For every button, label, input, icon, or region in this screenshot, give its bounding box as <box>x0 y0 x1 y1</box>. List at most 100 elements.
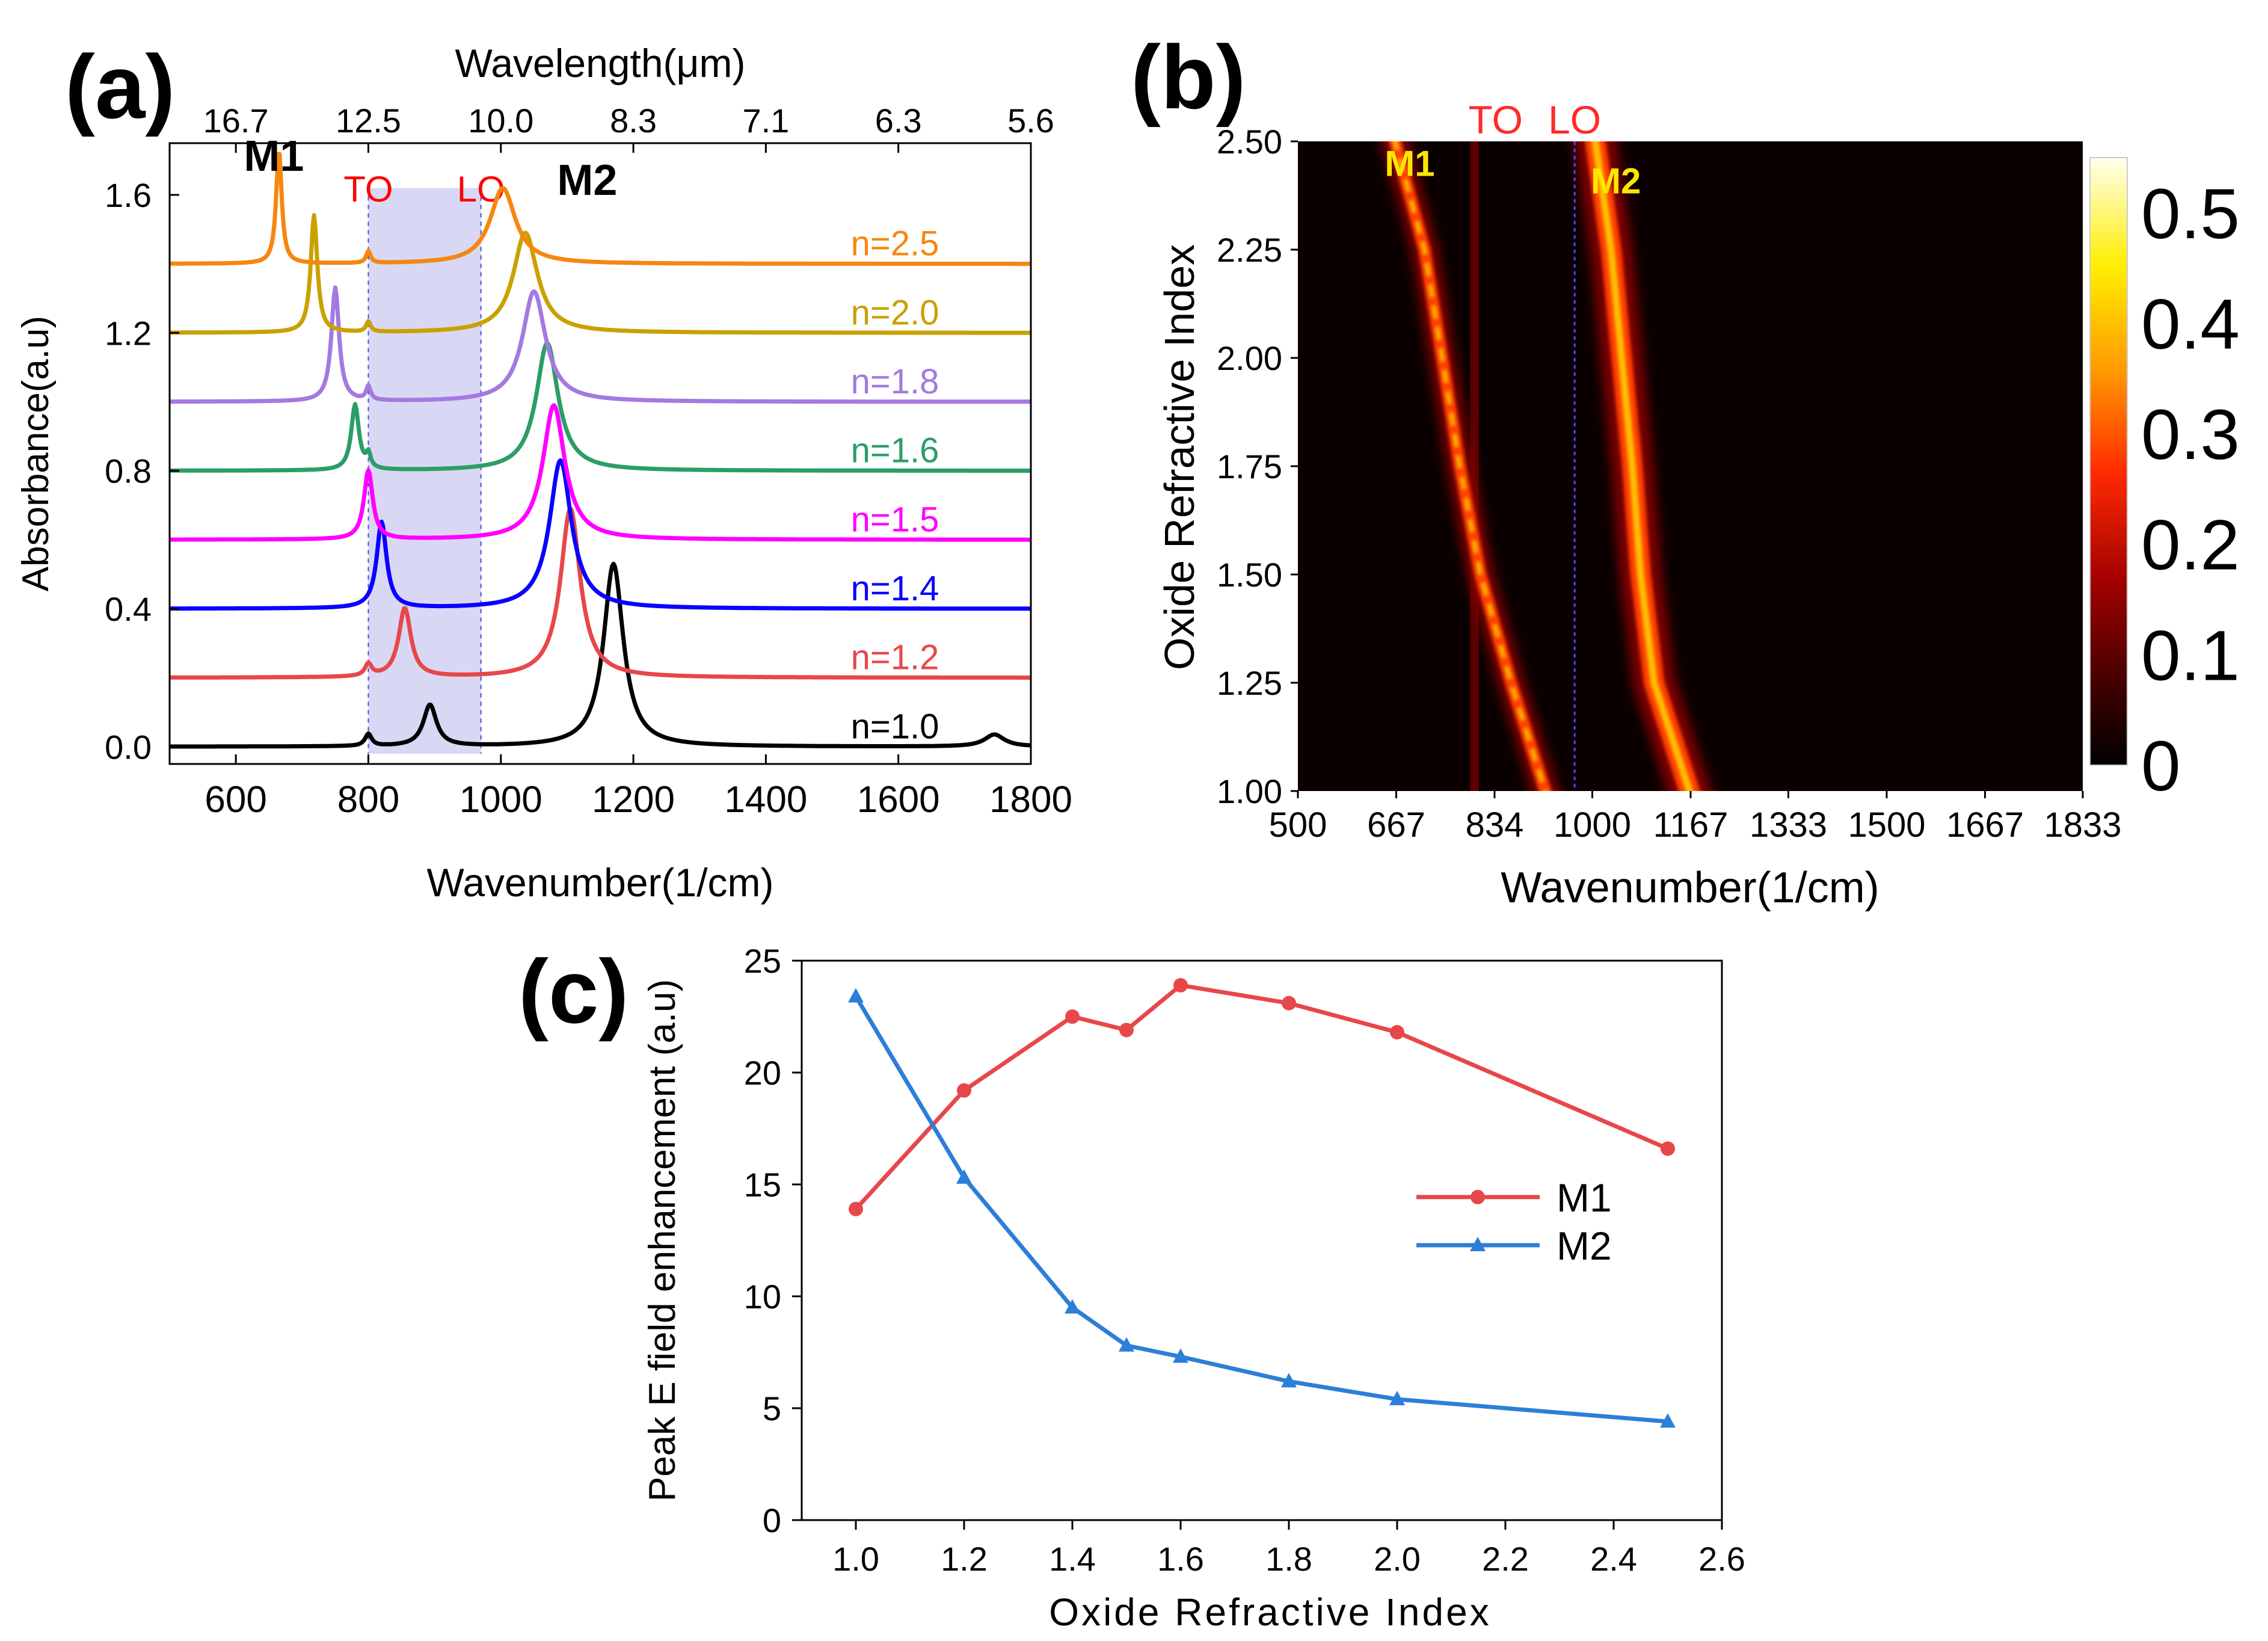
top-axis-title: Wavelength(μm) <box>455 41 745 85</box>
panel-label-c: (c) <box>518 941 628 1042</box>
top-tick-label: 5.6 <box>1007 102 1054 140</box>
y-tick-label: 25 <box>744 942 781 980</box>
y-tick-label: 1.6 <box>105 176 152 214</box>
y-tick-label: 2.50 <box>1217 123 1282 161</box>
data-point-m1 <box>1119 1023 1134 1038</box>
y-tick-label: 20 <box>744 1054 781 1092</box>
data-point-m2 <box>1660 1413 1676 1428</box>
series-line-n=1.6 <box>170 341 1031 473</box>
heatmap-ridges <box>1381 141 1712 791</box>
series-label: n=1.4 <box>851 569 939 608</box>
axis-ticks: 600 800 1000 1200 1400 1600 1800 0.0 0.4 0.8 1.2 1.… <box>105 102 1072 820</box>
data-point-m2 <box>1389 1391 1405 1406</box>
y-tick-label: 1.2 <box>105 314 152 352</box>
data-point-m1 <box>1282 996 1296 1011</box>
x-axis-title: Oxide Refractive Index <box>1049 1590 1491 1634</box>
colorbar <box>2089 157 2128 766</box>
colorbar-ticks: 0 0.1 0.2 0.3 0.4 0.5 <box>2141 174 2240 806</box>
panel-label-a: (a) <box>65 36 175 137</box>
y-axis-title: Oxide Refractive Index <box>1156 244 1203 670</box>
marker-label-lo: LO <box>457 169 505 209</box>
plot-frame <box>801 959 1723 1521</box>
x-tick-label: 1333 <box>1750 805 1827 845</box>
y-tick-label: 1.25 <box>1217 664 1282 702</box>
x-tick-label: 834 <box>1466 805 1524 845</box>
series-line-n=1.5 <box>170 403 1031 542</box>
x-tick-label: 800 <box>337 779 399 820</box>
panel-label-b: (b) <box>1131 26 1246 128</box>
mode-labels: M1 M2 <box>1384 144 1641 202</box>
colorbar-tick-label: 0 <box>2141 727 2181 806</box>
ridge-core-m1 <box>1392 141 1547 791</box>
mode-label-m2: M2 <box>1591 161 1641 201</box>
series-label: n=1.6 <box>851 431 939 470</box>
mode-label-m1: M1 <box>244 132 304 180</box>
x-tick-label: 1167 <box>1653 805 1729 845</box>
top-tick-label: 6.3 <box>875 102 922 140</box>
marker-label-lo: LO <box>1548 97 1601 142</box>
series-line-m1 <box>854 983 1669 1211</box>
y-axis-title: Peak E field enhancement (a.u) <box>642 979 683 1502</box>
x-tick-label: 1400 <box>724 779 807 820</box>
x-tick-label: 2.2 <box>1482 1540 1529 1578</box>
panel-a-absorbance-chart: TO LO 600 800 1000 1200 1400 1600 1800 0.0 0.4 0.8… <box>15 41 1072 905</box>
data-point-m2 <box>1173 1348 1188 1363</box>
y-tick-label: 0 <box>763 1501 781 1539</box>
data-point-m1 <box>1065 1009 1080 1024</box>
x-tick-label: 1000 <box>1553 805 1631 845</box>
series-line-n=1.0 <box>170 561 1031 749</box>
plot-frame <box>168 142 1032 765</box>
series-line-m2 <box>853 995 1668 1424</box>
colorbar-tick-label: 0.2 <box>2141 506 2240 585</box>
x-tick-label: 1833 <box>2044 805 2121 845</box>
x-tick-label: 1200 <box>592 779 675 820</box>
top-tick-label: 12.5 <box>336 102 401 140</box>
series-label: n=1.8 <box>851 362 939 401</box>
x-axis-title: Wavenumber(1/cm) <box>1501 864 1879 912</box>
series-labels: n=1.0 n=1.2 n=1.4 n=1.5 n=1.6 n=1.8 n=2.0 n=2.5… <box>244 132 939 746</box>
series-label: n=1.2 <box>851 638 939 677</box>
axis-ticks: 500 667 834 1000 1167 1333 1500 1667 1833 1.00 1.2… <box>1217 123 2122 845</box>
y-tick-label: 2.00 <box>1217 339 1282 377</box>
legend-marker-m1 <box>1471 1190 1485 1204</box>
x-tick-label: 1.6 <box>1157 1540 1204 1578</box>
colorbar-tick-label: 0.5 <box>2141 174 2240 254</box>
top-tick-label: 7.1 <box>742 102 789 140</box>
colorbar-tick-label: 0.3 <box>2141 395 2240 475</box>
top-tick-label: 16.7 <box>203 102 269 140</box>
x-tick-label: 1600 <box>857 779 940 820</box>
ridge-core-m2 <box>1591 141 1694 791</box>
x-tick-label: 1.0 <box>832 1540 879 1578</box>
data-point-m2 <box>1281 1373 1297 1388</box>
series-label: n=1.5 <box>851 500 939 539</box>
x-tick-label: 2.0 <box>1374 1540 1421 1578</box>
x-tick-label: 1.4 <box>1049 1540 1096 1578</box>
enhancement-series <box>848 978 1676 1428</box>
data-point-m1 <box>1173 978 1188 993</box>
x-tick-label: 2.4 <box>1590 1540 1637 1578</box>
panel-b-heatmap: TO LO 500 667 834 1000 1167 1333 1500 1667 1833 1.… <box>1156 97 2240 912</box>
series-label: n=2.5 <box>851 224 939 263</box>
y-tick-label: 0.4 <box>105 590 152 628</box>
x-tick-label: 667 <box>1367 805 1425 845</box>
axis-ticks: 1.0 1.2 1.4 1.6 1.8 2.0 2.2 2.4 2.6 0 5 10 15 20 25 <box>744 942 1745 1578</box>
marker-label-to: TO <box>1468 97 1522 142</box>
y-tick-label: 0.8 <box>105 452 152 490</box>
y-tick-label: 1.50 <box>1217 556 1282 594</box>
series-label: n=1.0 <box>851 707 939 746</box>
series-label: n=2.0 <box>851 293 939 332</box>
series-line-n=2.0 <box>170 213 1031 335</box>
x-tick-label: 2.6 <box>1698 1540 1745 1578</box>
colorbar-tick-label: 0.4 <box>2141 285 2240 364</box>
colorbar-tick-label: 0.1 <box>2141 616 2240 695</box>
series-line-n=1.2 <box>170 506 1031 680</box>
marker-label-to: TO <box>343 169 393 209</box>
x-tick-label: 1667 <box>1946 805 2024 845</box>
data-point-m1 <box>957 1083 971 1098</box>
x-tick-label: 1000 <box>459 779 542 820</box>
y-tick-label: 15 <box>744 1166 781 1204</box>
legend-label-m1: M1 <box>1557 1175 1612 1220</box>
mode-markers: TO LO <box>343 169 505 754</box>
